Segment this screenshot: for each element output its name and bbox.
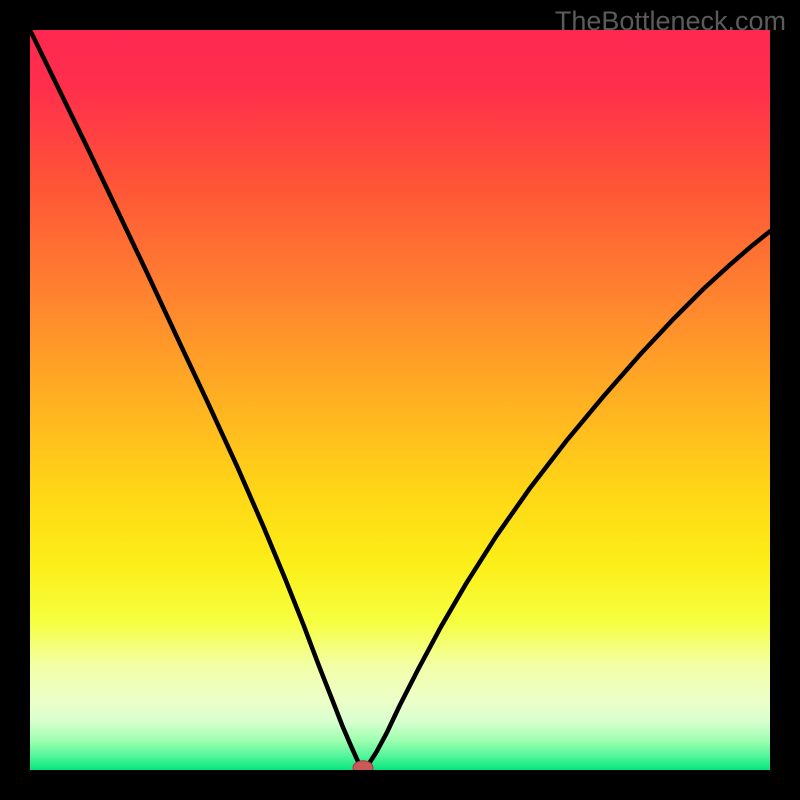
chart-stage: TheBottleneck.com xyxy=(0,0,800,800)
bottleneck-plot xyxy=(30,30,770,770)
plot-background-gradient xyxy=(30,30,770,770)
watermark-text: TheBottleneck.com xyxy=(555,6,786,37)
